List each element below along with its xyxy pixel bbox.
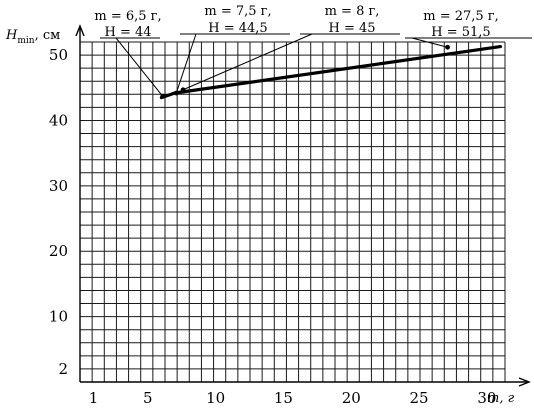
data-point xyxy=(180,87,186,93)
x-tick-label: 1 xyxy=(89,389,99,407)
series xyxy=(159,45,502,100)
annotation-mass: m = 7,5 г, xyxy=(204,4,271,19)
annotation-height: H = 45 xyxy=(328,21,375,36)
annotations: m = 6,5 г,H = 44 m = 7,5 г, H = 44,5 m = 8 … xyxy=(94,4,532,99)
data-point xyxy=(173,90,179,96)
y-tick-label: 40 xyxy=(49,111,68,129)
y-tick-label: 10 xyxy=(49,308,68,326)
x-tick-label: 30 xyxy=(477,389,496,407)
annotation-leader xyxy=(175,33,197,94)
grid xyxy=(80,41,506,382)
data-point xyxy=(160,93,166,99)
annotation-leader xyxy=(411,37,448,48)
y-axis-arrow xyxy=(75,24,85,37)
annotation-height: H = 44 xyxy=(104,25,151,40)
annotation-leader xyxy=(182,33,313,91)
series-line xyxy=(159,45,502,100)
y-tick-label: 20 xyxy=(49,242,68,260)
y-tick-label: 50 xyxy=(49,46,68,64)
data-point xyxy=(445,44,450,50)
y-tick-label: 30 xyxy=(49,177,68,195)
annotation-height: H = 44,5 xyxy=(208,21,267,36)
annotation-leader xyxy=(115,37,164,97)
y-axis-label: Hmin, см xyxy=(5,28,60,46)
x-tick-label: 20 xyxy=(342,389,361,407)
x-axis-label: m, г xyxy=(487,391,515,406)
annotation-mass: m = 8 г, xyxy=(325,4,380,19)
y-tick-label: 2 xyxy=(58,360,68,378)
annotation-mass: m = 27,5 г, xyxy=(423,9,499,24)
x-tick-label: 15 xyxy=(274,389,293,407)
x-tick-label: 5 xyxy=(143,389,153,407)
axes xyxy=(75,24,531,387)
x-tick-label: 10 xyxy=(206,389,225,407)
x-axis-arrow xyxy=(518,377,531,387)
annotation-mass: m = 6,5 г, xyxy=(94,9,161,24)
x-tick-label: 25 xyxy=(410,389,429,407)
annotation-height: H = 51,5 xyxy=(431,25,490,40)
